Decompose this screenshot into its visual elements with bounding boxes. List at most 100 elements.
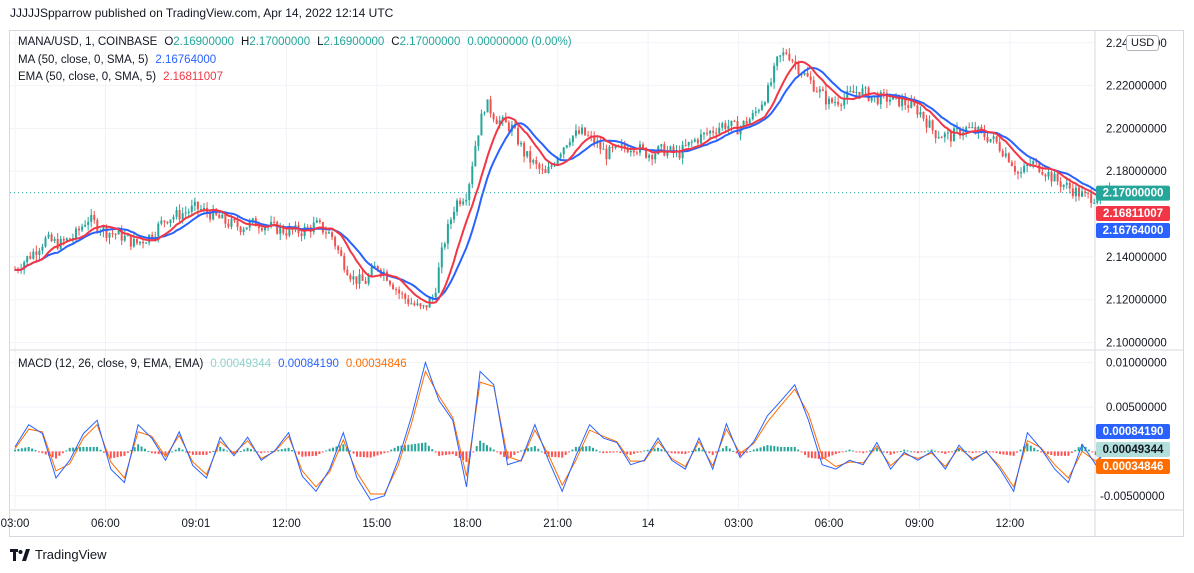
candle-body [821, 89, 824, 91]
macd-hist-bar [58, 451, 61, 456]
candle-body [239, 226, 242, 233]
macd-hist-bar [78, 447, 81, 452]
candle-body [1007, 153, 1010, 163]
macd-hist-bar [588, 446, 591, 452]
candle-body [1065, 182, 1068, 185]
candle-body [221, 214, 224, 219]
candle-body [352, 276, 355, 280]
time-tick-label: 06:00 [91, 518, 120, 530]
macd-hist-bar [776, 446, 779, 452]
macd-hist-bar [674, 451, 677, 454]
candle-body [135, 238, 138, 244]
macd-label: MACD (12, 26, close, 9, EMA, EMA) [18, 358, 204, 370]
currency-button[interactable]: USD [1126, 35, 1160, 51]
candle-body [102, 226, 105, 232]
macd-hist-bar [715, 451, 718, 453]
candle-body [78, 228, 81, 231]
macd-hist-bar [1074, 450, 1077, 452]
candle-body [733, 120, 736, 122]
macd-hist-bar [465, 451, 468, 463]
candle-body [605, 148, 608, 160]
candle-body [983, 130, 986, 138]
main-legend-row: MANA/USD, 1, COINBASE O2.16900000 H2.17000… [18, 35, 572, 49]
candle-body [724, 123, 727, 129]
ma-legend-row[interactable]: MA (50, close, 0, SMA, 5) 2.16764000 [18, 53, 216, 67]
candle-body [285, 233, 288, 236]
macd-hist-bar [85, 446, 88, 452]
macd-hist-bar [845, 450, 848, 452]
candle-body [1071, 188, 1074, 197]
candle-body [837, 101, 840, 105]
macd-hist-bar [554, 451, 557, 458]
candle-body [306, 226, 309, 228]
ema-legend-row[interactable]: EMA (50, close, 0, SMA, 5) 2.16811007 [18, 70, 223, 84]
candle-body [471, 166, 474, 185]
macd-hist-bar [393, 447, 396, 452]
open-value: 2.16900000 [173, 36, 235, 48]
macd-hist-bar [369, 451, 372, 458]
candle-body [1081, 191, 1084, 197]
macd-hist-bar [403, 445, 406, 452]
ema-label: EMA (50, close, 0, SMA, 5) [18, 71, 157, 83]
candle-body [901, 98, 904, 107]
candle-body [449, 219, 452, 225]
candle-body [660, 144, 663, 147]
macd-hist-bar [246, 447, 249, 452]
macd-hist-bar [92, 446, 95, 452]
candle-body [574, 130, 577, 136]
candle-body [81, 226, 84, 231]
macd-hist-bar [1046, 451, 1049, 455]
candle-body [62, 238, 65, 241]
candle-body [138, 241, 141, 244]
macd-hist-bar [44, 451, 47, 455]
macd-hist-bar [571, 449, 574, 452]
macd-hist-bar [24, 447, 27, 452]
candle-body [648, 155, 651, 158]
macd-hist-bar [752, 449, 755, 452]
macd-hist-bar [171, 451, 174, 453]
candle-body [318, 220, 321, 223]
macd-hist-bar [441, 451, 444, 456]
candle-body [526, 151, 529, 157]
candle-body [373, 266, 376, 268]
macd-hist-bar [670, 451, 673, 454]
macd-hist-bar [308, 451, 311, 457]
candle-body [257, 226, 260, 229]
candle-body [212, 208, 215, 220]
macd-hist-bar [602, 451, 605, 454]
macd-hist-bar [116, 451, 119, 458]
candle-body [782, 52, 785, 56]
macd-hist-bar [407, 444, 410, 452]
macd-hist-bar [140, 446, 143, 452]
symbol-label[interactable]: MANA/USD, 1, COINBASE [18, 36, 158, 48]
macd-hist-bar [896, 451, 899, 453]
macd-hist-bar [899, 450, 902, 452]
macd-hist-bar [479, 440, 482, 452]
macd-hist-bar [592, 447, 595, 452]
macd-hist-bar [75, 447, 78, 452]
candle-body [486, 99, 489, 113]
macd-legend-row[interactable]: MACD (12, 26, close, 9, EMA, EMA) 0.00049… [18, 357, 407, 371]
macd-hist-bar [643, 450, 646, 452]
macd-hist-bar [379, 451, 382, 455]
macd-hist-bar [841, 451, 844, 453]
macd-hist-bar [711, 451, 714, 455]
macd-hist-bar [472, 451, 475, 453]
macd-hist-bar [448, 451, 451, 455]
macd-histogram [14, 440, 1108, 463]
candle-body [699, 134, 702, 144]
macd-hist-bar [992, 451, 995, 453]
macd-hist-bar [373, 451, 376, 457]
macd-hist-bar [773, 446, 776, 452]
macd-hist-bar [195, 451, 198, 455]
macd-hist-bar [520, 450, 523, 452]
macd-tick-label: 0.00500000 [1106, 402, 1167, 414]
macd-hist-bar [1067, 451, 1070, 456]
candle-body [904, 98, 907, 106]
macd-hist-bar [294, 451, 297, 453]
macd-hist-bar [17, 448, 20, 452]
macd-hist-bar [999, 451, 1002, 455]
footer-brand[interactable]: TradingView [10, 547, 107, 562]
candle-body [343, 255, 346, 270]
